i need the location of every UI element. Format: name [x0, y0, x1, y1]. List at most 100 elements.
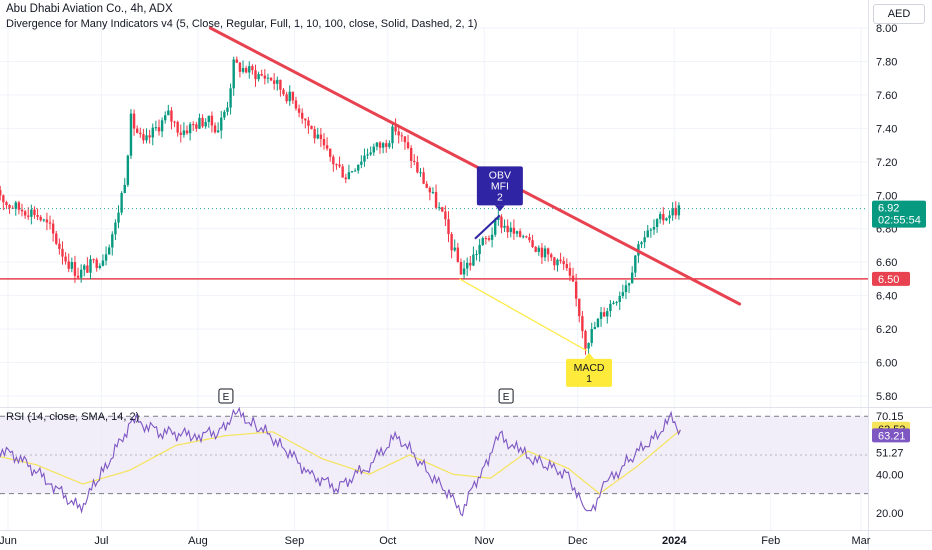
candle-body — [76, 275, 80, 278]
candle-body — [453, 247, 456, 251]
earnings-marker[interactable]: E — [218, 388, 234, 404]
candle-body — [142, 134, 145, 141]
candle-body — [135, 128, 139, 133]
bullish-divergence-line — [459, 278, 588, 352]
earnings-marker[interactable]: E — [498, 388, 514, 404]
candle-body — [17, 202, 21, 210]
candle-body — [148, 135, 151, 138]
candle-body — [500, 216, 503, 228]
bearish-divergence-line — [474, 214, 501, 240]
rsi-legend[interactable]: RSI (14, close, SMA, 14, 2) — [6, 411, 140, 423]
candle-body — [123, 184, 126, 193]
candle-body — [602, 312, 606, 317]
candle-body — [207, 115, 210, 122]
candle-body — [276, 79, 279, 84]
rsi-tick: 51.27 — [876, 448, 904, 460]
candle-body — [369, 152, 372, 155]
candle-body — [332, 156, 335, 165]
candle-body — [441, 207, 444, 212]
price-tick: 6.20 — [876, 324, 897, 336]
candle-body — [0, 189, 2, 196]
descending-trendline[interactable] — [208, 26, 742, 306]
candle-body — [251, 66, 254, 71]
candle-body — [279, 79, 282, 90]
earnings-letter: E — [223, 392, 230, 403]
candle-body — [70, 262, 74, 269]
candle-body — [655, 219, 659, 228]
candle-body — [164, 115, 167, 121]
rsi-tick: 70.15 — [876, 411, 904, 423]
currency-button[interactable]: AED — [873, 4, 925, 24]
trendline[interactable] — [208, 26, 742, 306]
candle-body — [391, 126, 394, 144]
candle-body — [437, 207, 441, 209]
candle-body — [512, 227, 516, 234]
candle-body — [220, 117, 223, 131]
candle-body — [294, 100, 298, 109]
price-axis[interactable]: 5.806.006.206.406.606.807.007.207.407.60… — [872, 23, 926, 403]
candle-body — [618, 296, 621, 302]
candle-body — [185, 130, 189, 134]
candle-body — [599, 312, 603, 319]
candle-body — [257, 74, 260, 80]
price-tick: 8.00 — [876, 23, 897, 35]
candle-body — [107, 247, 111, 255]
price-tick: 7.60 — [876, 90, 897, 102]
candle-body — [241, 68, 245, 72]
level-tag-text: 6.50 — [878, 274, 899, 286]
candle-body — [347, 172, 351, 180]
candle-body — [61, 248, 64, 257]
candle-body — [272, 80, 276, 84]
chart-title: Abu Dhabi Aviation Co., 4h, ADX — [6, 3, 173, 15]
candle-body — [114, 222, 117, 235]
candle-body — [42, 219, 46, 221]
candle-body — [173, 121, 176, 123]
indicator-legend[interactable]: Divergence for Many Indicators v4 (5, Cl… — [6, 18, 478, 30]
candle-body — [394, 126, 397, 132]
candle-body — [160, 120, 164, 132]
candle-body — [223, 111, 226, 118]
candle-body — [338, 164, 341, 167]
candle-body — [2, 195, 5, 203]
candle-body — [20, 209, 24, 212]
time-axis[interactable]: Jun Jul Aug Sep Oct Nov Dec 2024 Feb Mar — [0, 535, 871, 547]
candle-body — [506, 225, 509, 233]
candle-body — [73, 262, 77, 276]
candle-body — [58, 243, 61, 249]
time-tick: Aug — [188, 535, 208, 547]
candle-body — [117, 212, 120, 223]
candle-body — [546, 248, 550, 255]
candle-body — [310, 125, 313, 130]
candle-body — [167, 110, 170, 116]
price-tick: 7.00 — [876, 190, 897, 202]
time-tick: Jul — [94, 535, 108, 547]
divergence-label-text: 1 — [586, 373, 592, 385]
candle-body — [30, 209, 33, 217]
earnings-badge[interactable] — [498, 388, 514, 404]
rsi-lines — [0, 406, 681, 517]
candle-body — [89, 259, 92, 273]
candle-body — [509, 227, 512, 233]
candle-body — [381, 143, 385, 148]
candle-body — [378, 142, 382, 148]
candle-body — [300, 112, 304, 119]
candle-body — [609, 303, 612, 312]
candle-body — [649, 229, 653, 231]
candle-body — [357, 164, 360, 171]
candle-body — [291, 91, 295, 101]
candle-body — [416, 162, 419, 173]
candle-body — [621, 292, 625, 297]
candle-body — [151, 127, 154, 138]
divergence-label-text: MACD — [574, 362, 605, 374]
earnings-badge[interactable] — [218, 388, 234, 404]
candle-body — [170, 110, 173, 122]
candle-body — [559, 259, 562, 262]
candle-body — [646, 230, 649, 238]
candle-body — [444, 211, 447, 220]
candle-body — [403, 136, 407, 143]
